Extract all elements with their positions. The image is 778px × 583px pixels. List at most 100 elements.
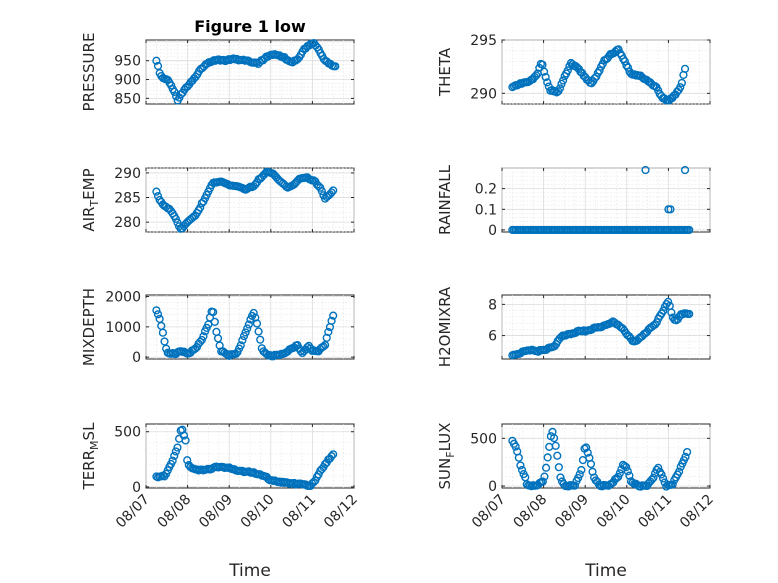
panel-8-data-point	[683, 447, 692, 457]
panel-5-data-point	[238, 336, 247, 345]
panel-2-data-point	[532, 71, 541, 80]
panel-6-data-point	[651, 320, 660, 329]
panel-1-data-point	[152, 56, 161, 65]
panel-5-data-point	[160, 337, 169, 346]
panel-2-data-point	[558, 76, 568, 85]
panel-8-data-point	[575, 470, 584, 479]
panel-3-data-point	[171, 214, 180, 223]
panel-3-y-tick-label: 290	[114, 166, 141, 182]
panel-5-y-tick-label: 0	[132, 350, 141, 366]
panel-8-data-point	[583, 448, 592, 457]
panel-7-data-point	[183, 456, 192, 465]
panel-5-data-point	[324, 327, 333, 337]
panel-8-data-point	[541, 463, 551, 472]
panel-6-ylabel: H2OMIXRA	[436, 286, 454, 367]
panel-8-data-point	[654, 463, 663, 472]
panel-4-ylabel: RAINFALL	[436, 164, 454, 235]
panel-1-y-tick-label: 850	[114, 91, 141, 107]
panel-3-data-point	[329, 186, 338, 195]
panel-4-y-tick-label: 0	[488, 223, 497, 239]
panel-5-data-point	[244, 320, 253, 329]
panel-2-y-tick-label: 290	[470, 86, 497, 102]
panel-8-data-point	[657, 470, 666, 479]
panel-8-data-point	[540, 472, 549, 481]
panel-2-ylabel: THETA	[436, 47, 454, 97]
panel-1-data-point	[153, 61, 163, 71]
panel-3-y-tick-label: 280	[114, 215, 141, 231]
panel-5-data-point	[243, 324, 252, 333]
panel-7-data-point	[170, 451, 179, 460]
panel-8-x-tick-label: 08/07	[469, 492, 509, 532]
panel-5-data-point	[320, 340, 330, 350]
panel-2-data-point	[541, 72, 550, 82]
panel-8-x-tick-label: 08/08	[511, 492, 551, 532]
panel-8-data-point	[658, 474, 668, 483]
panel-2-data-point	[543, 78, 552, 87]
panel-3-data-point	[152, 187, 161, 196]
panel-5-data-point	[210, 317, 219, 326]
panel-8-data-point	[553, 451, 562, 460]
panel-8-y-tick-label: 0	[488, 479, 497, 495]
panel-8-data-point	[556, 473, 565, 482]
panel-1-title: Figure 1 low	[194, 17, 306, 36]
panel-8-x-tick-label: 08/09	[552, 492, 592, 532]
panel-7-xlabel: Time	[228, 561, 271, 581]
panel-5-y-tick-label: 2000	[105, 290, 141, 306]
panel-4-data-point	[685, 225, 694, 235]
panel-5-data-point	[252, 319, 262, 328]
panel-6-data-point	[659, 306, 668, 315]
panel-8-data-point	[511, 442, 520, 451]
panel-8-data-point	[649, 473, 658, 482]
panel-3-y-tick-label: 285	[114, 191, 141, 207]
panel-7-x-tick-label: 08/10	[238, 492, 278, 532]
panel-8-data-point	[625, 471, 634, 480]
panel-8-data-point	[543, 453, 552, 462]
panel-8-data-point	[538, 477, 547, 486]
panel-7-data-point	[168, 456, 177, 465]
panel-2-data-point	[680, 64, 690, 73]
panel-8-data-point	[681, 452, 690, 461]
panel-1-y-tick-label: 900	[114, 73, 141, 89]
panel-7-x-tick-label: 08/09	[196, 492, 236, 532]
panel-5-data-point	[256, 335, 265, 344]
panel-5-data-point	[327, 316, 336, 325]
panel-7-x-tick-label: 08/07	[113, 492, 153, 532]
panel-6-data-point	[667, 308, 676, 317]
panel-2-data-point	[620, 57, 629, 66]
panel-7-x-tick-label: 08/12	[321, 492, 361, 532]
panel-8-data-point	[570, 481, 580, 490]
panel-5-data-point	[241, 328, 250, 337]
panel-5-data-point	[329, 311, 338, 320]
panel-8-x-tick-label: 08/12	[677, 492, 717, 532]
panel-8-data-point	[554, 463, 563, 472]
panel-7-data-point	[173, 443, 182, 452]
panel-2-data-point	[623, 63, 633, 72]
panel-7-data-point	[329, 450, 338, 459]
panel-5-ylabel: MIXDEPTH	[80, 288, 98, 366]
panel-6-y-tick-label: 6	[488, 329, 497, 345]
panel-3-data-point	[327, 188, 336, 197]
panel-1-data-point	[167, 81, 176, 90]
panel-7-data-point	[179, 431, 189, 440]
panel-7-data-point	[327, 452, 336, 461]
panel-8-data-point	[615, 469, 624, 478]
panel-4-data-point	[641, 165, 650, 175]
panel-8-data-point	[514, 453, 523, 462]
panel-4-data-point	[666, 205, 675, 214]
panel-6-data-point	[664, 297, 673, 306]
panel-2-data-point	[539, 67, 549, 76]
panel-1-data-point	[331, 62, 340, 71]
panel-1-y-tick-label: 950	[114, 54, 141, 70]
panel-8-data-point	[647, 475, 656, 484]
panel-2-data-point	[677, 78, 686, 88]
panel-8-data-point	[551, 441, 560, 450]
panel-8-x-tick-label: 08/10	[594, 492, 634, 532]
panel-5-data-point	[209, 307, 218, 317]
panel-3-data-point	[244, 183, 253, 192]
panel-8-data-point	[517, 465, 527, 475]
panel-2-data-point	[563, 66, 572, 75]
panel-5-data-point	[199, 332, 208, 341]
panel-4-data-point	[680, 165, 690, 175]
